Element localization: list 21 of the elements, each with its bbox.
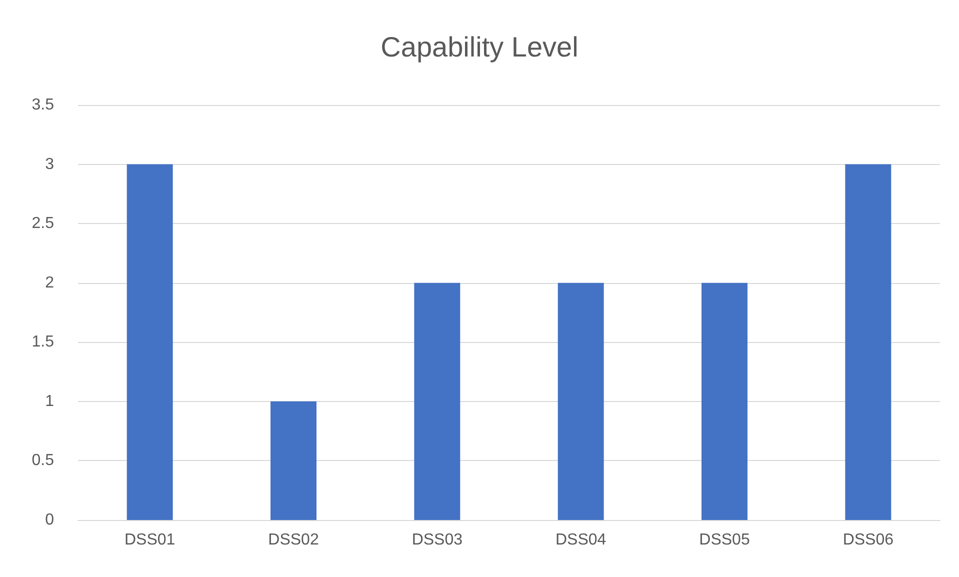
x-tick-label: DSS01 [124, 532, 176, 548]
x-tick-label: DSS06 [842, 532, 894, 548]
x-tick-label: DSS04 [555, 532, 606, 548]
y-tick-label: 0 [45, 512, 54, 528]
y-tick-label: 1.5 [32, 334, 54, 351]
y-tick-label: 2 [45, 274, 54, 292]
bar [126, 164, 173, 520]
y-tick-label: 3 [45, 156, 54, 173]
bar [558, 282, 604, 520]
x-tick-label: DSS02 [268, 532, 319, 548]
bar [270, 401, 316, 520]
y-tick-label: 1 [45, 392, 54, 410]
bar [414, 282, 460, 520]
chart-title: Capability Level [380, 32, 578, 62]
y-tick-label: 0.5 [32, 452, 54, 470]
bar [845, 164, 892, 520]
x-tick-label: DSS03 [412, 532, 463, 548]
y-tick-label: 2.5 [32, 215, 54, 232]
x-tick-label: DSS05 [699, 532, 750, 548]
bar [702, 282, 748, 520]
y-tick-label: 3.5 [32, 96, 54, 114]
